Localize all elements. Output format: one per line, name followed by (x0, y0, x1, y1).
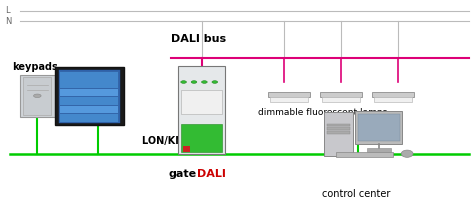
Bar (270, 97, 309, 102)
Bar (60, 80, 118, 88)
Bar (268, 92, 310, 97)
Text: gate: gate (168, 169, 197, 179)
Bar (19, 75, 55, 117)
Circle shape (191, 81, 197, 83)
Bar (327, 127, 350, 130)
Text: control center: control center (322, 189, 391, 200)
Bar (178, 66, 225, 154)
Bar (60, 97, 118, 105)
Bar (60, 72, 118, 79)
Bar (336, 152, 393, 157)
Bar (55, 67, 124, 125)
Bar (319, 92, 362, 97)
Bar (372, 92, 414, 97)
Bar (59, 70, 120, 123)
Bar (181, 90, 222, 114)
Text: DALI: DALI (197, 169, 226, 179)
Bar (327, 124, 350, 126)
Bar (321, 97, 360, 102)
Text: dimmable fluorescent lamps: dimmable fluorescent lamps (258, 108, 388, 117)
Bar (324, 112, 353, 156)
Text: DALI bus: DALI bus (171, 34, 226, 44)
Bar (60, 89, 118, 96)
Bar (355, 111, 402, 144)
Circle shape (212, 81, 218, 83)
Ellipse shape (401, 150, 413, 157)
Bar (374, 97, 412, 102)
Bar (60, 114, 118, 122)
Bar (358, 114, 400, 141)
Text: N: N (5, 17, 12, 26)
Bar (181, 124, 222, 152)
Bar (367, 148, 391, 152)
Bar (60, 106, 118, 113)
Text: keypads: keypads (12, 62, 58, 72)
Bar (23, 77, 51, 115)
Circle shape (201, 81, 207, 83)
Bar (327, 131, 350, 134)
Bar (182, 146, 190, 152)
Text: L: L (5, 6, 10, 15)
Circle shape (34, 94, 41, 97)
Text: LON/KNX bus: LON/KNX bus (143, 136, 215, 146)
Circle shape (181, 81, 186, 83)
